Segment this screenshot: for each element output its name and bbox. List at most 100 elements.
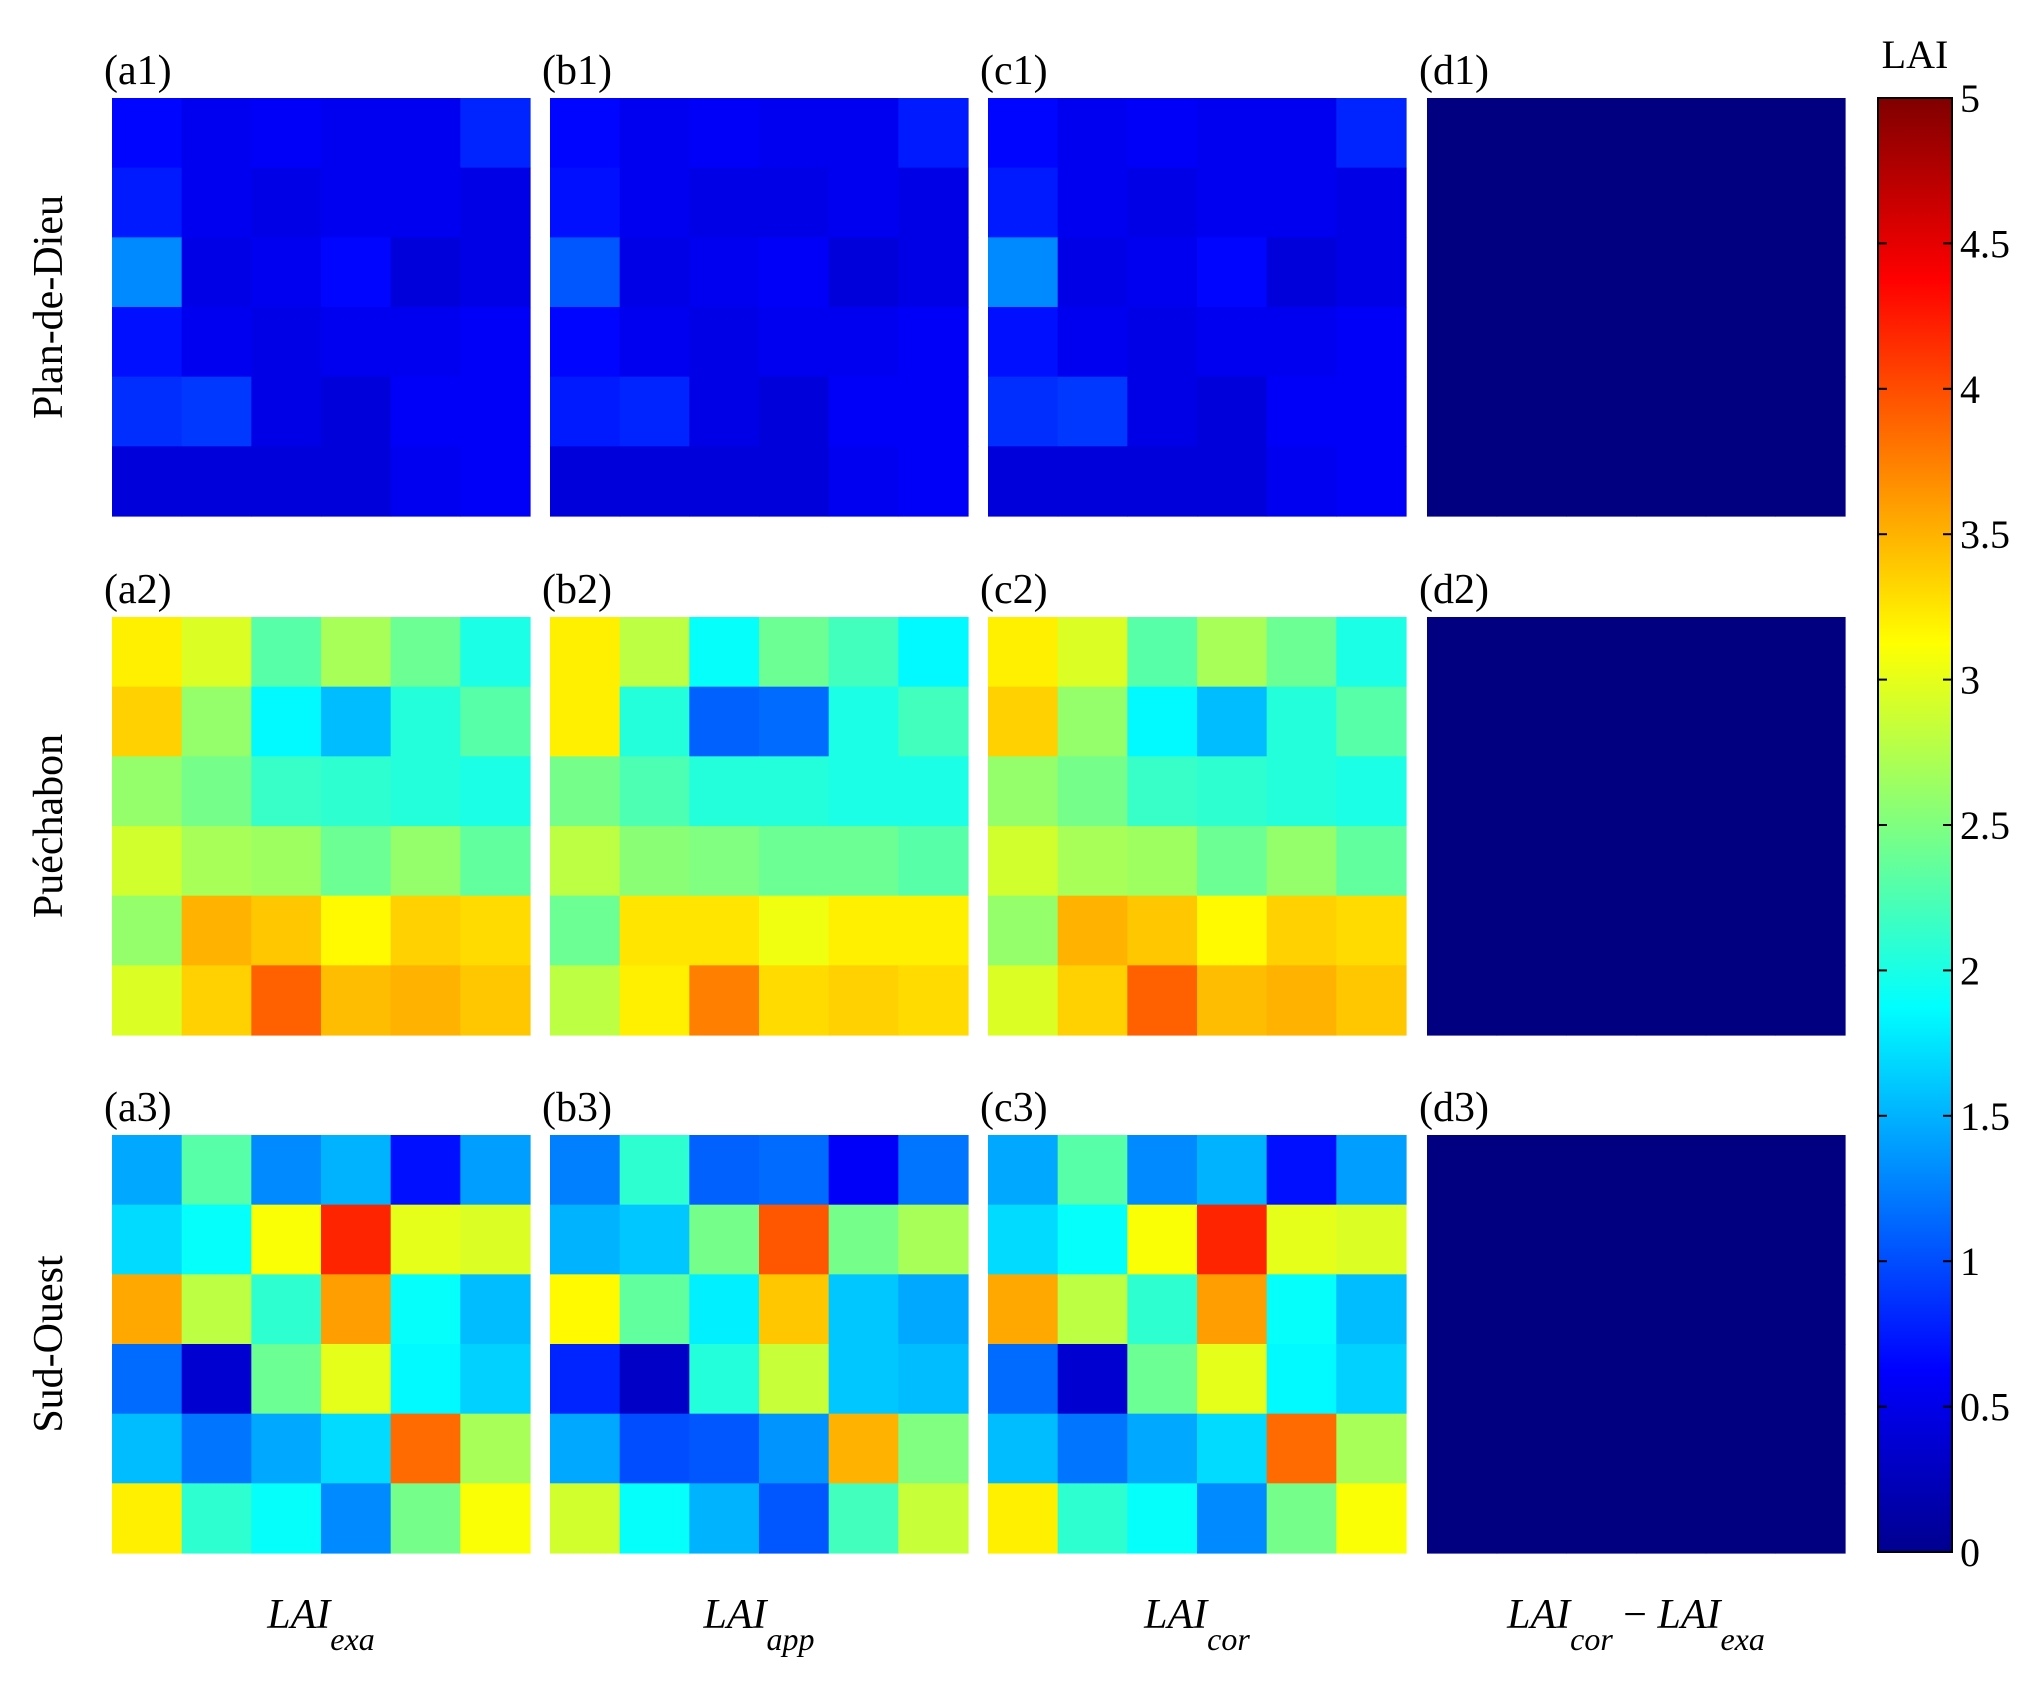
heatmap-cell [550,307,621,378]
panel-label: (c2) [980,567,1048,613]
heatmap-cell [1427,167,1498,238]
heatmap-cell [689,895,760,966]
heatmap-cell [1496,167,1567,238]
heatmap-cell [112,1135,183,1206]
heatmap-cell [1705,826,1776,897]
colorbar-tick-label: 1.5 [1960,1094,2010,1139]
heatmap-cell [619,446,690,517]
heatmap-cell [1775,167,1846,238]
heatmap-cell [1266,1204,1337,1275]
heatmap-cell [1197,1483,1268,1554]
heatmap-cell [1127,237,1198,308]
heatmap-cell [689,1344,760,1415]
heatmap-cell [1266,826,1337,897]
heatmap-cell [390,446,461,517]
heatmap-cell [1057,1204,1128,1275]
heatmap-cell [1496,965,1567,1036]
heatmap-cell [1057,1413,1128,1484]
heatmap-cell [1566,756,1637,827]
heatmap-cell [1775,1413,1846,1484]
heatmap-cell [550,686,621,757]
heatmap-cell [1636,826,1707,897]
heatmap-cell [1336,756,1407,827]
heatmap-cell [181,237,252,308]
heatmap-cell [759,1344,830,1415]
heatmap-cell [1496,617,1567,688]
heatmap-cell [1496,1204,1567,1275]
heatmap-cell [112,167,183,238]
heatmap-cell [321,965,392,1036]
heatmap-cell [460,895,531,966]
heatmap-cell [689,167,760,238]
heatmap-cell [321,1135,392,1206]
heatmap-cell [1127,826,1198,897]
heatmap-cell [390,98,461,169]
heatmap-cell [988,895,1059,966]
colorbar-tick-label: 5 [1960,76,1980,121]
heatmap-cell [988,1344,1059,1415]
heatmap-cell [619,376,690,447]
panel-label: (b3) [542,1085,612,1131]
heatmap-cell [1427,376,1498,447]
heatmap-cell [988,446,1059,517]
heatmap-cell [1775,965,1846,1036]
colorbar-ticks: 0 0.5 1 1.5 2 2.5 3 3.5 4 4.5 5 [1878,76,2010,1575]
heatmap-cell [251,1413,322,1484]
heatmap-cell [390,1204,461,1275]
heatmap-cell [1266,686,1337,757]
heatmap-cell [988,167,1059,238]
heatmap-cell [1496,1274,1567,1345]
heatmap-cell [321,1274,392,1345]
heatmap-cell [689,307,760,378]
heatmap-cell [1775,1274,1846,1345]
heatmap-cell [1496,237,1567,308]
heatmap-cell [1705,376,1776,447]
heatmap-cell [1705,1274,1776,1345]
heatmap-cell [1636,1274,1707,1345]
heatmap-cell [1197,237,1268,308]
row-labels: Plan-de-Dieu Puéchabon Sud-Ouest [26,195,72,1433]
heatmap-cell [550,167,621,238]
heatmap-cell [619,965,690,1036]
heatmap-cell [460,307,531,378]
heatmap-cell [460,965,531,1036]
heatmap-cell [112,376,183,447]
heatmap-cell [1705,446,1776,517]
heatmap-cell [1705,98,1776,169]
panel-d3: (d3) [1419,1085,1846,1554]
heatmap-cell [1427,1344,1498,1415]
heatmap-cell [1427,617,1498,688]
heatmap-cell [619,617,690,688]
heatmap-cell [619,826,690,897]
panel-c2: (c2) [980,567,1407,1036]
heatmap-cell [1496,826,1567,897]
heatmap-cell [321,307,392,378]
heatmap-cell [251,756,322,827]
heatmap-cell [898,686,969,757]
heatmap-cell [112,1483,183,1554]
heatmap-cell [1566,446,1637,517]
panel-grid: (a1) (b1) (c1) (d1) (a2) (b2) (c2) (d2) (a3) (b3)… [104,48,1846,1554]
heatmap-cell [390,237,461,308]
heatmap-cell [759,1413,830,1484]
heatmap-cell [828,167,899,238]
heatmap-cell [1336,167,1407,238]
heatmap-cell [619,1413,690,1484]
heatmap-cell [1197,98,1268,169]
heatmap-cell [1336,1413,1407,1484]
heatmap-cell [112,1413,183,1484]
heatmap-cell [321,1204,392,1275]
heatmap-cell [1775,1204,1846,1275]
panel-d2: (d2) [1419,567,1846,1036]
heatmap-cell [112,1344,183,1415]
heatmap-cell [251,1483,322,1554]
heatmap-cell [898,965,969,1036]
panel-b3: (b3) [542,1085,969,1554]
column-label: LAIapp [703,1592,815,1657]
heatmap-cell [898,1483,969,1554]
heatmap-cell [988,376,1059,447]
heatmap-cell [550,1344,621,1415]
heatmap-cell [1496,1483,1567,1554]
heatmap-cell [321,98,392,169]
heatmap-cell [251,98,322,169]
